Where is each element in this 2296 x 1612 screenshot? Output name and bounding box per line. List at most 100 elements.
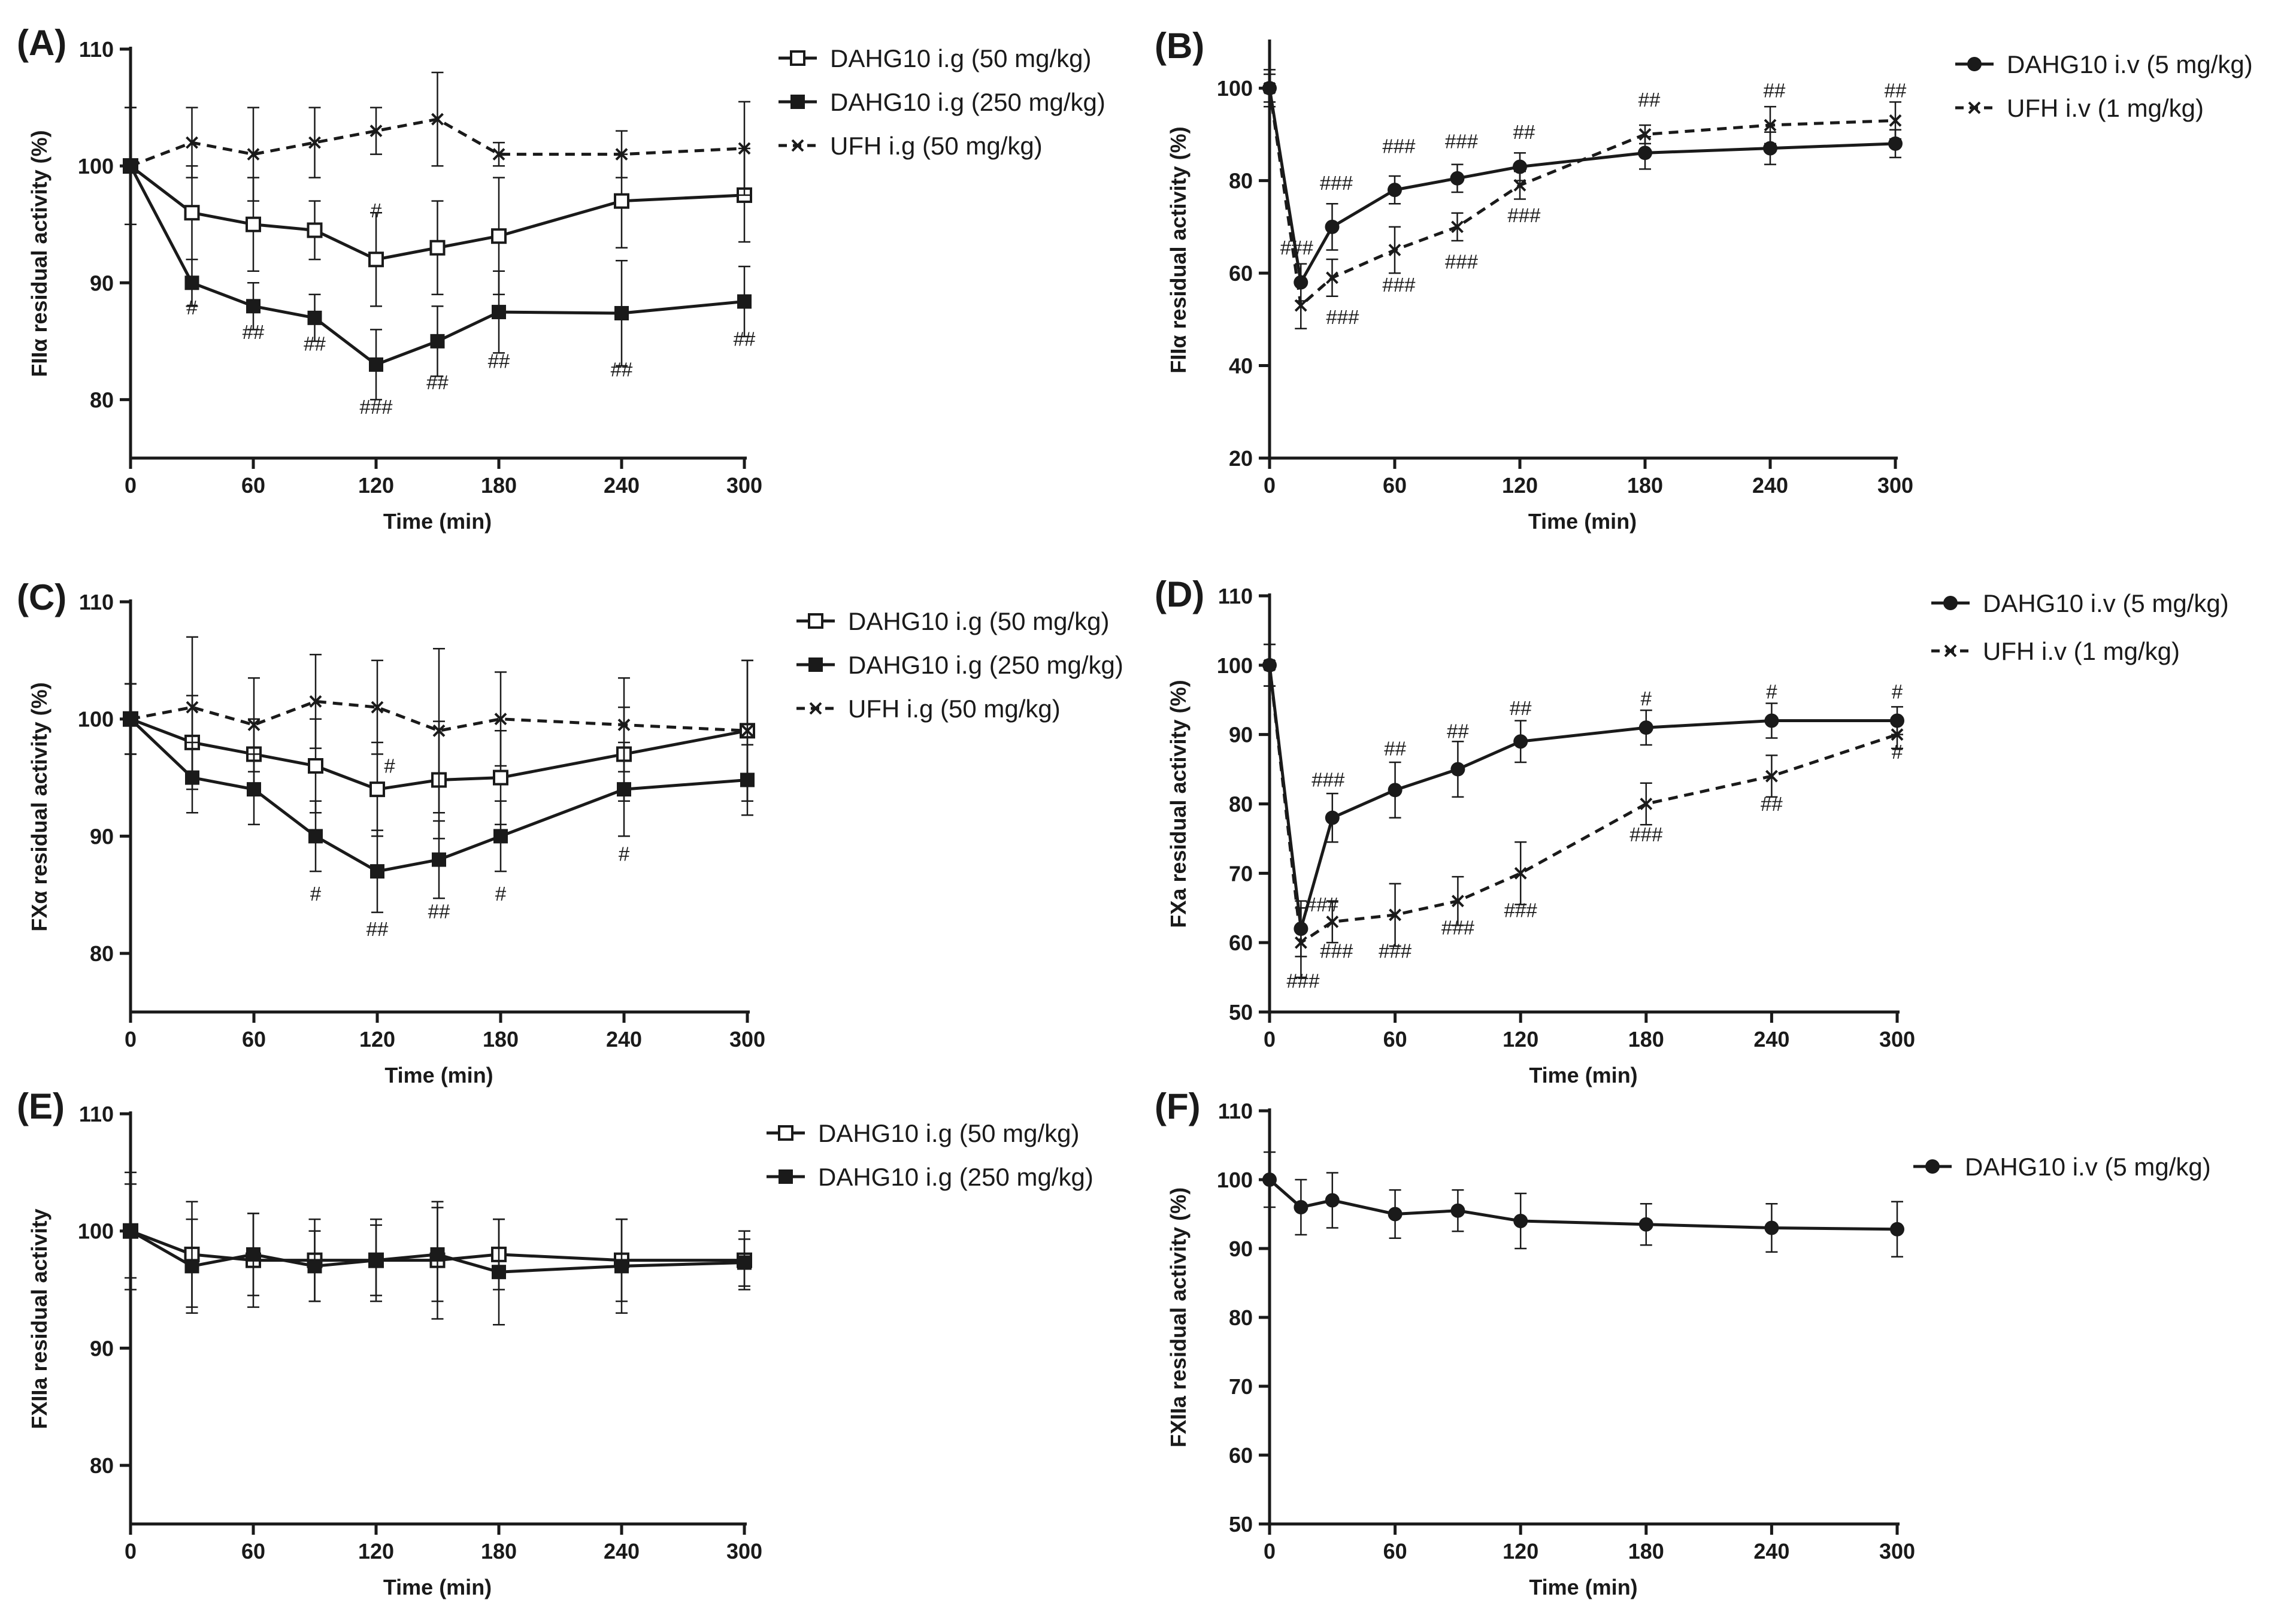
- data-point: [124, 159, 137, 172]
- y-tick-label: 50: [1229, 1000, 1253, 1025]
- data-point: [1451, 220, 1464, 234]
- data-point: [430, 334, 445, 349]
- series-group: [124, 636, 754, 814]
- legend-marker: [1944, 644, 1957, 657]
- significance-marker: ###: [1629, 823, 1663, 846]
- series-group: [1262, 643, 1904, 957]
- x-tick-label: 60: [242, 1027, 266, 1052]
- x-tick-label: 240: [604, 1539, 640, 1563]
- significance-marker: ###: [1445, 131, 1479, 153]
- data-point: [1262, 1172, 1277, 1187]
- data-point: [1888, 136, 1903, 151]
- panel-e: (E) 80 90 100 110 0 60 120 180 240 300 Time (min) FX…: [17, 1086, 1094, 1599]
- data-point: [1450, 171, 1465, 186]
- legend-label: UFH i.v (1 mg/kg): [2007, 94, 2204, 122]
- data-point: [492, 1265, 506, 1280]
- data-point: [184, 205, 200, 221]
- y-axis-title: FIIα residual activity (%): [27, 130, 52, 377]
- x-tick-label: 180: [481, 1539, 517, 1563]
- x-tick-label: 240: [606, 1027, 642, 1052]
- x-tick-label: 240: [1753, 1027, 1789, 1052]
- data-point: [1763, 141, 1777, 156]
- x-tick-label: 120: [1502, 473, 1538, 498]
- data-point: [1638, 1217, 1653, 1232]
- x-tick-label: 0: [125, 473, 137, 498]
- data-point: [246, 299, 261, 314]
- x-tick-label: 60: [241, 473, 265, 498]
- panel-label: (A): [17, 23, 66, 63]
- significance-marker: ###: [1286, 969, 1320, 992]
- data-point: [614, 193, 629, 209]
- data-point: [1764, 1220, 1779, 1235]
- data-point: [1325, 219, 1340, 234]
- legend-item: DAHG10 i.g (50 mg/kg): [779, 44, 1092, 72]
- data-point: [1764, 713, 1779, 728]
- significance-marker: ##: [426, 371, 449, 393]
- data-point: [494, 713, 507, 726]
- panel-f: (F) 50 60 70 80 90 100 110 0 60 120 180 240 300 Time (…: [1155, 1086, 2211, 1599]
- significance-marker: ###: [1320, 940, 1353, 962]
- series-line: [1268, 87, 1896, 307]
- y-axis-title: FIIα residual activity (%): [1166, 126, 1191, 373]
- x-tick-label: 300: [1877, 473, 1913, 498]
- x-axis-title: Time (min): [1528, 509, 1637, 534]
- data-point: [430, 1247, 445, 1262]
- data-point: [247, 782, 261, 797]
- data-point: [1764, 119, 1777, 132]
- y-tick-label: 110: [79, 37, 114, 62]
- y-tick-label: 100: [78, 707, 114, 732]
- significance-marker: ##: [1384, 737, 1406, 759]
- data-point: [1638, 720, 1653, 735]
- data-point: [1294, 936, 1307, 949]
- data-point: [246, 216, 261, 232]
- legend-item: DAHG10 i.g (50 mg/kg): [767, 1119, 1080, 1147]
- data-point: [1891, 728, 1904, 741]
- series-group: [1262, 1151, 1904, 1258]
- y-tick-label: 110: [1218, 584, 1253, 608]
- x-tick-label: 120: [1503, 1539, 1538, 1563]
- data-point: [432, 852, 446, 867]
- data-point: [615, 148, 628, 161]
- significance-marker: #: [1892, 680, 1903, 702]
- series-group: [1263, 69, 1902, 330]
- data-point: [1889, 114, 1902, 127]
- data-point: [493, 829, 508, 844]
- y-axis-title: FXIIa residual activity: [27, 1208, 52, 1429]
- x-axis-title: Time (min): [383, 1575, 492, 1599]
- x-tick-label: 0: [1264, 1539, 1276, 1563]
- data-point: [368, 252, 384, 268]
- data-point: [369, 357, 383, 372]
- legend-item: DAHG10 i.g (250 mg/kg): [779, 88, 1105, 116]
- legend-marker: [1968, 101, 1981, 114]
- legend-marker: [778, 1125, 793, 1141]
- legend-label: DAHG10 i.g (50 mg/kg): [848, 607, 1110, 635]
- data-point: [369, 1253, 383, 1268]
- y-tick-label: 20: [1229, 446, 1253, 471]
- y-tick-label: 90: [90, 824, 114, 849]
- data-point: [1514, 866, 1527, 880]
- significance-marker: ###: [1280, 237, 1314, 259]
- x-tick-label: 0: [1264, 473, 1276, 498]
- series-group: [123, 1183, 752, 1326]
- data-point: [369, 125, 383, 138]
- y-axis-title: FXα residual activity (%): [27, 682, 52, 931]
- y-tick-label: 80: [1229, 169, 1253, 193]
- legend-marker: [1967, 57, 1982, 71]
- legend-marker: [808, 613, 823, 629]
- data-point: [124, 713, 137, 726]
- data-point: [1513, 1214, 1528, 1228]
- significance-marker: #: [371, 199, 382, 222]
- y-tick-label: 90: [90, 1336, 114, 1360]
- data-point: [1513, 159, 1527, 174]
- significance-marker: ###: [1441, 916, 1475, 938]
- data-point: [617, 782, 631, 797]
- x-tick-label: 60: [241, 1539, 265, 1563]
- x-tick-label: 120: [1503, 1027, 1538, 1052]
- significance-marker: ###: [1320, 172, 1353, 194]
- data-point: [307, 222, 323, 238]
- significance-marker: ###: [1382, 274, 1416, 296]
- panel-c: (C) 80 90 100 110 0 60 120 180 240 300 Time (min) FX…: [17, 577, 1123, 1087]
- data-point: [617, 719, 631, 731]
- y-tick-label: 50: [1229, 1512, 1253, 1537]
